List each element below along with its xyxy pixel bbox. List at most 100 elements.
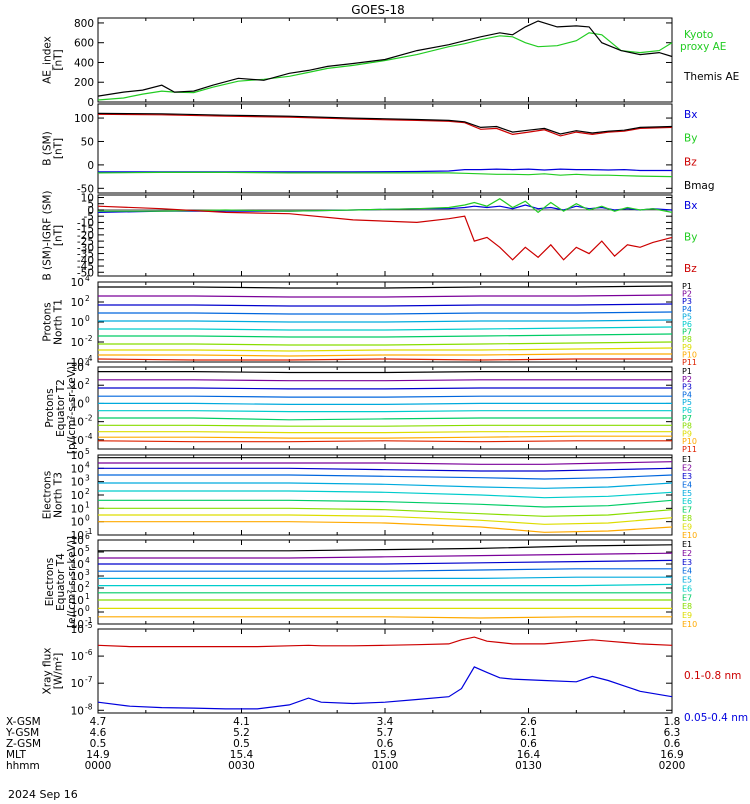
- channel-label-e8: E8: [682, 514, 692, 523]
- channel-label-p7: P7: [682, 328, 692, 337]
- legend-by: By: [684, 232, 697, 244]
- channel-label-e9: E9: [682, 611, 692, 620]
- y-tick-label-2: -40: [77, 255, 94, 267]
- legend-bz: Bz: [684, 156, 697, 168]
- channel-label-p10: P10: [682, 437, 697, 446]
- y-tick-label-6: 10: [71, 559, 84, 571]
- y-tick-label-5: 10: [71, 477, 84, 489]
- time-axis-value: 15.9: [373, 749, 396, 761]
- channel-label-p1: P1: [682, 282, 692, 291]
- y-tick-label-2: 0: [87, 205, 94, 217]
- channel-label-e1: E1: [682, 540, 692, 549]
- channel-label-p2: P2: [682, 375, 692, 384]
- panel-2: B (SM)-IGRF (SM) [nT]-50-45-40-35-30-25-2…: [42, 190, 698, 280]
- channel-line-e6: [98, 490, 673, 499]
- y-tick-label-2: -30: [77, 242, 94, 254]
- time-axis-value: 0.6: [664, 738, 681, 750]
- y-tick-label-0: 800: [74, 18, 94, 30]
- y-axis-label-6: [e/(cm²-s-sr-keV)]: [66, 536, 78, 628]
- y-tick-label-7: 10: [71, 705, 84, 717]
- time-axis-row-label: X-GSM: [6, 716, 41, 728]
- time-axis-value: 4.6: [90, 727, 107, 739]
- channel-line-p9: [98, 347, 673, 352]
- channel-line-e5: [98, 482, 673, 489]
- y-tick-label-5: 10: [71, 450, 84, 462]
- channel-label-e10: E10: [682, 620, 697, 629]
- y-tick-label-4: 10: [71, 380, 84, 392]
- y-tick-label-2: -15: [77, 224, 94, 236]
- legend-bx: Bx: [684, 200, 697, 212]
- channel-line-p3: [98, 303, 673, 307]
- channel-label-e1: E1: [682, 455, 692, 464]
- legend-xray-0: 0.1-0.8 nm: [684, 670, 741, 682]
- y-tick-label-0: 400: [74, 57, 94, 69]
- channel-label-e5: E5: [682, 576, 692, 585]
- channel-line-e8: [98, 507, 673, 517]
- y-tick-label-2: -10: [77, 217, 94, 229]
- channel-line-p11: [97, 358, 672, 361]
- channel-line-e4: [98, 568, 672, 572]
- panel-frame-7: [97, 628, 673, 714]
- y-tick-exponent-4: 0: [85, 395, 90, 404]
- y-tick-exponent-6: 4: [85, 556, 90, 565]
- channel-line-p11: [97, 440, 672, 443]
- time-axis-value: 2.6: [520, 716, 537, 728]
- time-axis-value: 0130: [515, 760, 542, 772]
- channel-label-e4: E4: [682, 480, 692, 489]
- y-tick-exponent-4: -2: [85, 414, 93, 423]
- panel-frame-2: [97, 194, 673, 277]
- channel-line-e3: [98, 559, 673, 565]
- y-tick-exponent-6: -1: [85, 616, 93, 625]
- y-tick-label-0: 200: [74, 77, 94, 89]
- channel-label-e3: E3: [682, 558, 692, 567]
- y-tick-label-1: 0: [87, 160, 94, 172]
- time-axis-value: 6.1: [520, 727, 537, 739]
- y-tick-label-2: 5: [87, 199, 94, 211]
- y-tick-exponent-3: 4: [85, 274, 90, 283]
- time-axis-value: 3.4: [377, 716, 394, 728]
- y-tick-label-0: 600: [74, 38, 94, 50]
- y-tick-label-1: 50: [81, 136, 94, 148]
- y-axis-label-2: B (SM)-IGRF (SM): [42, 190, 54, 280]
- channel-label-p6: P6: [682, 406, 692, 415]
- time-axis-value: 6.3: [664, 727, 681, 739]
- y-tick-exponent-3: 2: [85, 294, 90, 303]
- y-tick-label-7: 10: [71, 624, 84, 636]
- y-axis-label-4: Protons: [44, 388, 56, 427]
- y-axis-label-3: North T1: [53, 299, 65, 345]
- channel-label-p8: P8: [682, 335, 692, 344]
- time-axis-value: 0030: [228, 760, 255, 772]
- y-tick-label-1: -50: [77, 183, 94, 195]
- y-tick-label-2: -5: [84, 211, 94, 223]
- y-tick-exponent-7: -7: [85, 675, 93, 684]
- y-tick-label-6: 10: [71, 535, 84, 547]
- channel-line-p4: [98, 395, 672, 398]
- legend-xray-1: 0.05-0.4 nm: [684, 712, 748, 724]
- channel-line-e9: [98, 514, 673, 525]
- y-tick-label-6: 10: [71, 547, 84, 559]
- y-axis-label-6: Equator T4: [55, 553, 67, 611]
- y-tick-label-5: 10: [71, 530, 84, 542]
- channel-label-p6: P6: [682, 320, 692, 329]
- y-axis-label-4: [p/(cm²-s-sr-keV)]: [66, 362, 78, 454]
- legend-bz: Bz: [684, 263, 697, 275]
- panel-4: Protons Equator T2 [p/(cm²-s-sr-keV)]10 -41…: [44, 359, 697, 454]
- y-axis-label-4: Equator T2: [55, 379, 67, 437]
- channel-label-e6: E6: [682, 497, 692, 506]
- y-tick-label-4: 10: [71, 435, 84, 447]
- time-axis-table: X-GSM 4.7 4.1 3.4 2.6 1.8 Y-GSM 4.6 5.2 5.7 6.1 6.3…: [5, 716, 685, 772]
- y-axis-label-3: Protons: [42, 302, 54, 341]
- y-axis-label-1: B (SM): [42, 131, 54, 165]
- y-tick-label-6: 10: [71, 595, 84, 607]
- y-axis-label-1: [nT]: [53, 138, 65, 159]
- channel-label-p4: P4: [682, 305, 692, 314]
- y-tick-exponent-6: 5: [85, 544, 90, 553]
- y-tick-label-6: 10: [71, 607, 84, 619]
- channel-line-e2: [98, 461, 673, 465]
- y-tick-label-3: 10: [71, 357, 84, 369]
- channel-line-e10: [98, 521, 673, 533]
- y-tick-label-4: 10: [71, 362, 84, 374]
- channel-line-p4: [98, 311, 673, 315]
- channel-label-e2: E2: [682, 463, 692, 472]
- y-tick-label-3: 10: [71, 337, 84, 349]
